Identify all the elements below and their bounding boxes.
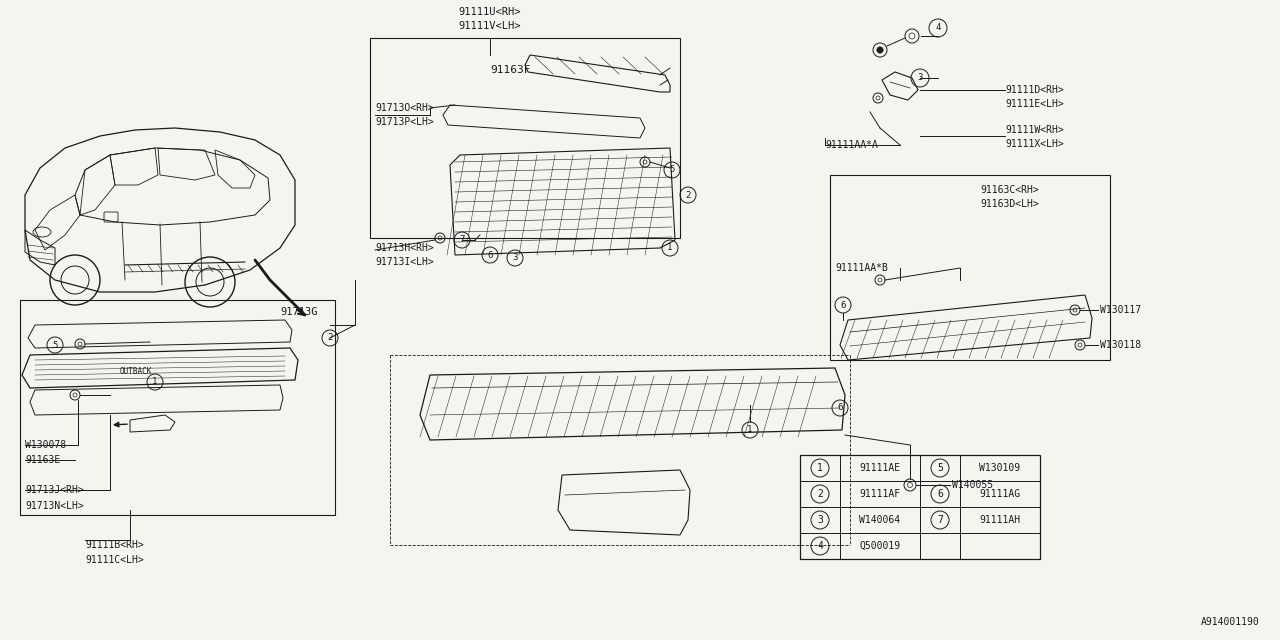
- Text: 5: 5: [52, 340, 58, 349]
- Text: 91111AH: 91111AH: [979, 515, 1020, 525]
- Text: 2: 2: [817, 489, 823, 499]
- Text: 1: 1: [817, 463, 823, 473]
- Text: W140064: W140064: [859, 515, 901, 525]
- Text: 91111AE: 91111AE: [859, 463, 901, 473]
- Text: 91111U<RH>: 91111U<RH>: [458, 7, 521, 17]
- Text: 91111W<RH>: 91111W<RH>: [1005, 125, 1064, 135]
- Text: 6: 6: [488, 250, 493, 259]
- Text: W130109: W130109: [979, 463, 1020, 473]
- Text: 6: 6: [837, 403, 842, 413]
- Text: 91713N<LH>: 91713N<LH>: [26, 501, 83, 511]
- Text: 91713I<LH>: 91713I<LH>: [375, 257, 434, 267]
- Text: 91713O<RH>: 91713O<RH>: [375, 103, 434, 113]
- Text: 91111V<LH>: 91111V<LH>: [458, 21, 521, 31]
- Text: 91111AA*B: 91111AA*B: [835, 263, 888, 273]
- Text: 2: 2: [685, 191, 691, 200]
- Text: W130078: W130078: [26, 440, 67, 450]
- Text: 91163F: 91163F: [490, 65, 530, 75]
- Text: 1: 1: [748, 426, 753, 435]
- Text: W130118: W130118: [1100, 340, 1142, 350]
- Text: 91111X<LH>: 91111X<LH>: [1005, 139, 1064, 149]
- Text: 91111AG: 91111AG: [979, 489, 1020, 499]
- Text: 4: 4: [936, 24, 941, 33]
- Text: 91111E<LH>: 91111E<LH>: [1005, 99, 1064, 109]
- Text: 5: 5: [937, 463, 943, 473]
- Text: 7: 7: [460, 236, 465, 244]
- Text: 91713J<RH>: 91713J<RH>: [26, 485, 83, 495]
- Text: 3: 3: [918, 74, 923, 83]
- Text: OUTBACK: OUTBACK: [120, 367, 152, 376]
- Text: 91713G: 91713G: [280, 307, 317, 317]
- Text: 91713P<LH>: 91713P<LH>: [375, 117, 434, 127]
- Text: 4: 4: [817, 541, 823, 551]
- Text: 91111B<RH>: 91111B<RH>: [84, 540, 143, 550]
- Text: 91163D<LH>: 91163D<LH>: [980, 199, 1039, 209]
- Text: 6: 6: [937, 489, 943, 499]
- Text: Q500019: Q500019: [859, 541, 901, 551]
- Text: 91163E: 91163E: [26, 455, 60, 465]
- Text: 3: 3: [817, 515, 823, 525]
- Bar: [370, 38, 680, 238]
- Bar: [829, 175, 1110, 360]
- Text: 91163C<RH>: 91163C<RH>: [980, 185, 1039, 195]
- Text: 91713H<RH>: 91713H<RH>: [375, 243, 434, 253]
- Text: 91111D<RH>: 91111D<RH>: [1005, 85, 1064, 95]
- Text: 91111AA*A: 91111AA*A: [826, 140, 878, 150]
- Circle shape: [877, 47, 883, 53]
- Text: 2: 2: [328, 333, 333, 342]
- Text: W140055: W140055: [952, 480, 993, 490]
- Text: 5: 5: [669, 166, 675, 175]
- Text: A914001190: A914001190: [1201, 617, 1260, 627]
- Bar: [20, 300, 335, 515]
- Text: 1: 1: [667, 243, 673, 253]
- Text: 91111C<LH>: 91111C<LH>: [84, 555, 143, 565]
- Text: 1: 1: [152, 378, 157, 387]
- Text: W130117: W130117: [1100, 305, 1142, 315]
- Text: 3: 3: [512, 253, 517, 262]
- Text: 7: 7: [937, 515, 943, 525]
- Bar: [800, 455, 1039, 559]
- Text: 91111AF: 91111AF: [859, 489, 901, 499]
- Text: 6: 6: [840, 301, 846, 310]
